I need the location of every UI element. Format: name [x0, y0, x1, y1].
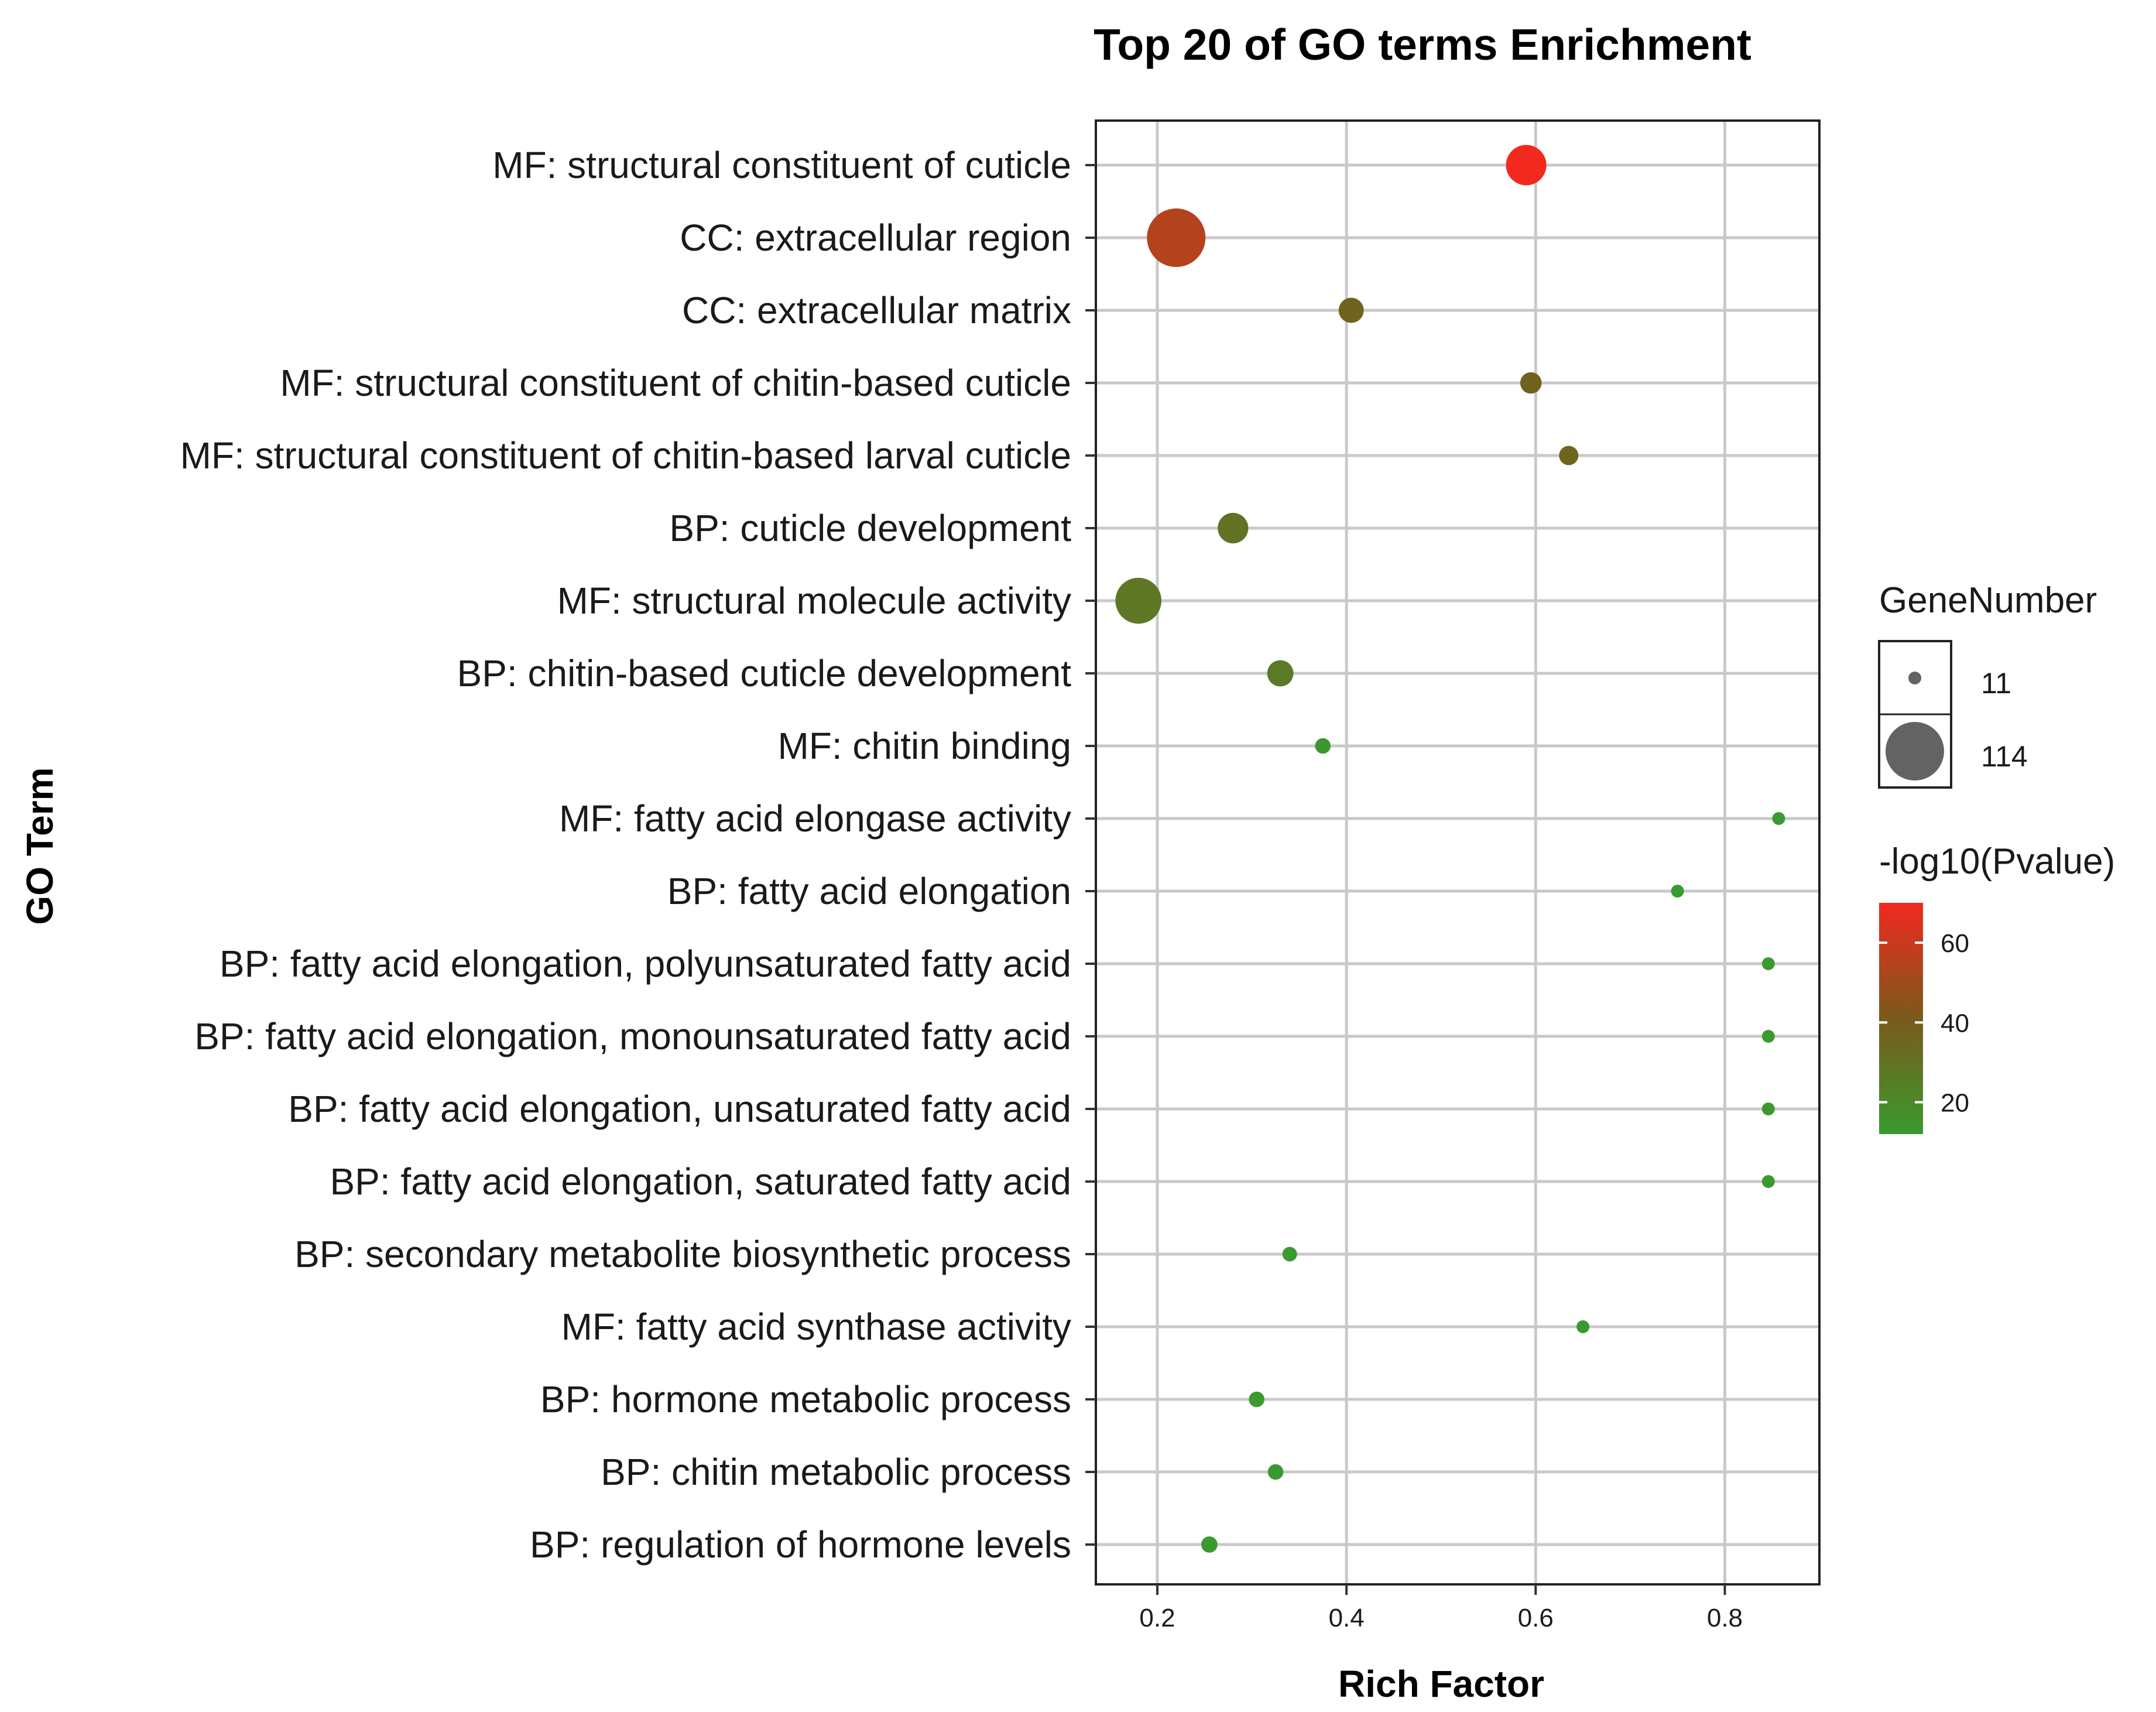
x-axis-title: Rich Factor	[1338, 1663, 1544, 1705]
category-label: BP: chitin-based cuticle development	[457, 652, 1072, 694]
category-label: BP: fatty acid elongation, unsaturated f…	[288, 1088, 1071, 1130]
category-label: BP: fatty acid elongation, polyunsaturat…	[220, 943, 1071, 985]
data-points	[1115, 145, 1785, 1553]
category-label: MF: chitin binding	[777, 725, 1071, 767]
color-legend-ticks: 20 40 60	[1879, 929, 1969, 1118]
data-point	[1147, 208, 1206, 267]
x-axis-ticks: 0.2 0.4 0.6 0.8	[1139, 1584, 1743, 1632]
chart-title: Top 20 of GO terms Enrichment	[1094, 20, 1751, 69]
data-point	[1772, 812, 1785, 825]
data-point	[1506, 145, 1547, 186]
category-label: CC: extracellular region	[680, 217, 1071, 259]
category-label: MF: structural constituent of chitin-bas…	[180, 434, 1071, 477]
color-legend-bar	[1879, 903, 1923, 1134]
category-label: MF: structural constituent of cuticle	[492, 144, 1071, 186]
plot-panel-border	[1095, 119, 1821, 1586]
category-label: BP: cuticle development	[669, 507, 1071, 549]
color-legend-label: 40	[1941, 1009, 1969, 1038]
category-labels: MF: structural constituent of cuticle CC:…	[180, 144, 1096, 1566]
category-label: MF: structural constituent of chitin-bas…	[280, 362, 1071, 404]
category-label: MF: structural molecule activity	[557, 580, 1071, 622]
data-point	[1520, 372, 1542, 394]
data-point	[1315, 738, 1331, 754]
category-label: MF: fatty acid elongase activity	[559, 797, 1071, 840]
category-label: BP: fatty acid elongation, saturated fat…	[330, 1160, 1071, 1203]
category-label: BP: secondary metabolite biosynthetic pr…	[294, 1233, 1071, 1275]
category-label: BP: regulation of hormone levels	[530, 1523, 1071, 1566]
category-label: BP: chitin metabolic process	[601, 1451, 1071, 1493]
size-legend-label-large: 114	[1981, 740, 2028, 773]
x-tick-label: 0.6	[1518, 1604, 1554, 1632]
data-point	[1671, 885, 1684, 898]
data-point	[1201, 1536, 1218, 1553]
data-point	[1267, 660, 1294, 687]
category-label: MF: fatty acid synthase activity	[561, 1306, 1071, 1348]
x-tick-label: 0.2	[1139, 1604, 1175, 1632]
data-point	[1249, 1391, 1264, 1408]
size-legend-large-dot	[1886, 722, 1944, 780]
category-label: CC: extracellular matrix	[682, 289, 1071, 331]
size-legend-small-dot	[1908, 672, 1921, 684]
x-tick-label: 0.4	[1329, 1604, 1365, 1632]
y-axis-title: GO Term	[19, 767, 61, 925]
data-point	[1761, 1102, 1775, 1115]
data-point	[1115, 577, 1161, 624]
size-legend-label-small: 11	[1981, 667, 2011, 700]
x-tick-label: 0.8	[1707, 1604, 1743, 1632]
data-point	[1218, 512, 1249, 544]
data-point	[1559, 446, 1579, 465]
data-point	[1267, 1464, 1284, 1480]
data-point	[1282, 1247, 1297, 1262]
data-point	[1761, 1030, 1775, 1043]
data-point	[1761, 957, 1775, 970]
grid-lines	[1096, 121, 1819, 1584]
data-point	[1761, 1175, 1775, 1188]
category-label: BP: fatty acid elongation, monounsaturat…	[194, 1015, 1071, 1057]
color-legend-title: -log10(Pvalue)	[1879, 841, 2115, 882]
data-point	[1338, 297, 1364, 323]
category-label: BP: hormone metabolic process	[540, 1378, 1071, 1420]
data-point	[1576, 1320, 1590, 1333]
color-legend-label: 20	[1941, 1089, 1969, 1118]
color-legend-label: 60	[1941, 929, 1969, 958]
category-label: BP: fatty acid elongation	[667, 870, 1071, 912]
size-legend-title: GeneNumber	[1879, 580, 2097, 621]
